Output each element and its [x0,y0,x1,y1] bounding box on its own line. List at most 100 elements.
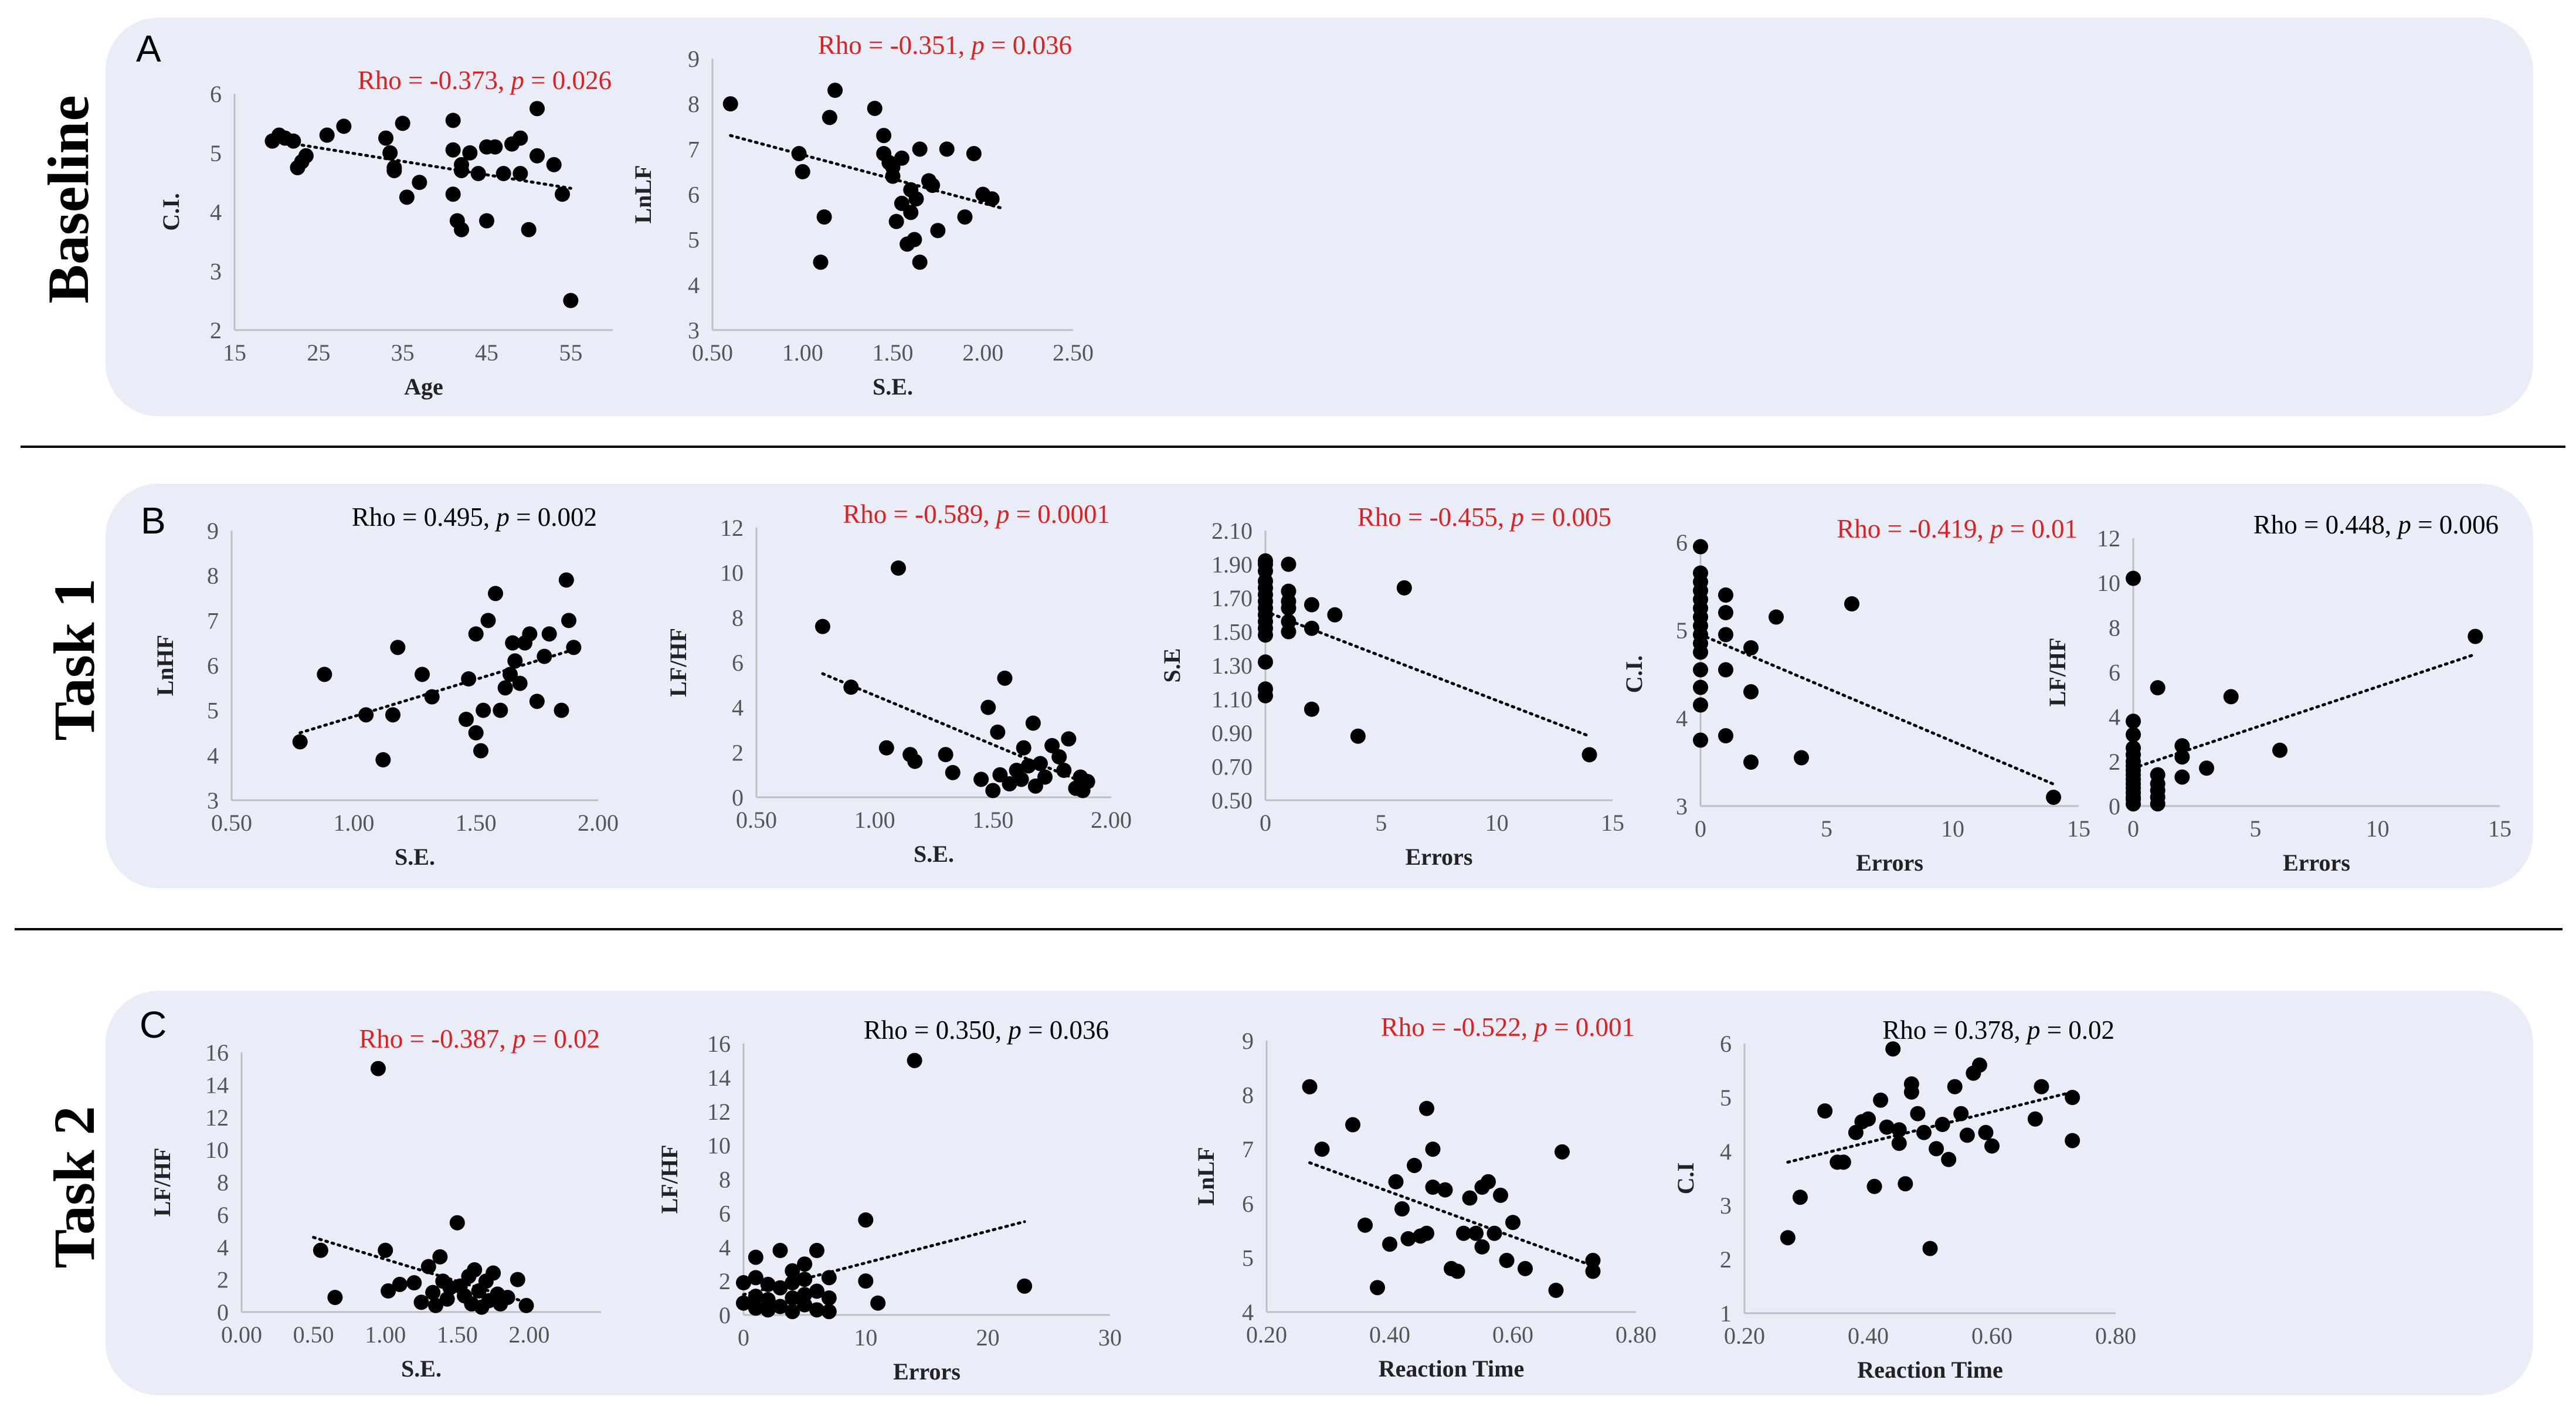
data-point [736,1295,751,1311]
data-point [748,1270,763,1286]
data-point [785,1304,800,1320]
data-point [493,702,508,718]
data-point [894,150,909,166]
data-point [891,560,906,576]
y-tick-label: 3 [1676,793,1688,820]
data-point [1382,1236,1397,1252]
data-point [2174,749,2190,765]
data-point [1548,1282,1564,1298]
rho-value: -0.373, [430,66,511,95]
data-point [1866,1178,1882,1194]
y-tick-label: 0 [732,784,744,811]
y-tick-label: 10 [707,1133,731,1159]
rho-value: -0.419, [1909,514,1990,543]
data-point [468,626,484,642]
x-tick-label: 1.00 [333,810,374,836]
data-point [521,222,537,237]
x-axis-title: Reaction Time [1379,1355,1525,1382]
y-tick-label: 6 [217,1202,229,1228]
data-point [505,635,521,651]
y-tick-label: 4 [210,199,222,226]
data-point [1394,1201,1410,1217]
x-axis-title: Age [404,373,443,400]
data-point [939,141,955,157]
y-tick-label: 4 [1676,705,1688,732]
data-point [529,694,545,709]
y-tick-label: 1.30 [1211,652,1253,679]
x-tick-label: 0.50 [692,339,733,366]
rho-value: 0.448, [2326,510,2398,539]
row-label-baseline: Baseline [36,95,101,304]
y-axis-title: LnLF [630,165,656,223]
data-point [385,707,401,723]
rho-prefix: Rho = [1357,502,1430,532]
data-point [420,1259,436,1275]
y-tick-label: 0 [719,1302,731,1328]
rho-prefix: Rho = [864,1015,936,1045]
p-symbol: p [995,499,1010,529]
x-tick-label: 30 [1098,1324,1122,1351]
data-point [1718,662,1733,678]
data-point [507,653,523,669]
x-tick-label: 1.00 [854,807,895,833]
data-point [1792,1190,1808,1205]
data-point [1978,1124,1994,1140]
data-point [1929,1141,1944,1157]
rho-value: 0.378, [1954,1015,2027,1045]
scatter-plot-b1: 0.50 1.00 1.50 2.00 3 4 5 6 7 8 9 S.E. LnHF Rho = 0.4… [152,502,619,870]
y-tick-label: 12 [205,1104,229,1131]
data-point [413,1294,429,1310]
y-tick-label: 10 [720,560,744,586]
y-axis-title: C.I [1672,1163,1699,1194]
y-tick-label: 1 [1720,1300,1732,1327]
data-point [2065,1133,2081,1148]
data-point [809,1302,824,1318]
rho-annotation: Rho = 0.495, p = 0.002 [352,502,597,532]
y-tick-label: 6 [719,1200,731,1226]
x-tick-label: 1.00 [782,339,823,366]
data-point [1258,688,1273,704]
data-point [510,1272,525,1287]
data-point [1984,1138,2000,1154]
data-point [2126,570,2141,586]
data-point [428,1297,444,1313]
y-tick-label: 6 [688,182,700,208]
data-point [454,222,469,237]
y-tick-label: 2 [2109,749,2120,775]
y-tick-label: 8 [2109,614,2120,641]
y-tick-label: 7 [688,136,700,162]
p-value: = 0.02 [2040,1015,2115,1045]
p-value: = 0.01 [2003,514,2078,543]
data-point [813,254,829,270]
p-symbol: p [1532,1012,1547,1042]
x-tick-label: 10 [854,1324,877,1351]
data-point [558,572,574,588]
x-tick-label: 0.20 [1246,1321,1287,1348]
data-point [760,1276,776,1292]
y-tick-label: 5 [207,698,219,724]
x-tick-label: 10 [1941,815,1964,842]
data-point [736,1275,751,1291]
y-tick-label: 10 [205,1137,229,1163]
data-point [1817,1103,1833,1119]
p-value: = 0.006 [2411,510,2499,539]
data-point [1033,756,1048,772]
x-axis-title: S.E. [401,1355,442,1382]
data-point [390,640,406,655]
panel-letter-b: B [141,499,166,542]
data-point [432,1249,448,1265]
scatter-plot-b2: 0.50 1.00 1.50 2.00 0 2 4 6 8 10 12 S.E. LF/HF Rho = … [665,499,1132,867]
data-point [468,725,484,740]
p-value: = 0.0001 [1009,499,1110,529]
data-point [858,1273,874,1289]
data-point [479,213,494,229]
y-tick-label: 4 [732,695,744,721]
y-tick-label: 6 [2109,660,2120,686]
y-tick-label: 4 [2109,704,2120,730]
data-point [1916,1124,1932,1140]
data-point [561,613,576,628]
data-point [1388,1174,1404,1190]
y-tick-label: 3 [688,317,700,344]
